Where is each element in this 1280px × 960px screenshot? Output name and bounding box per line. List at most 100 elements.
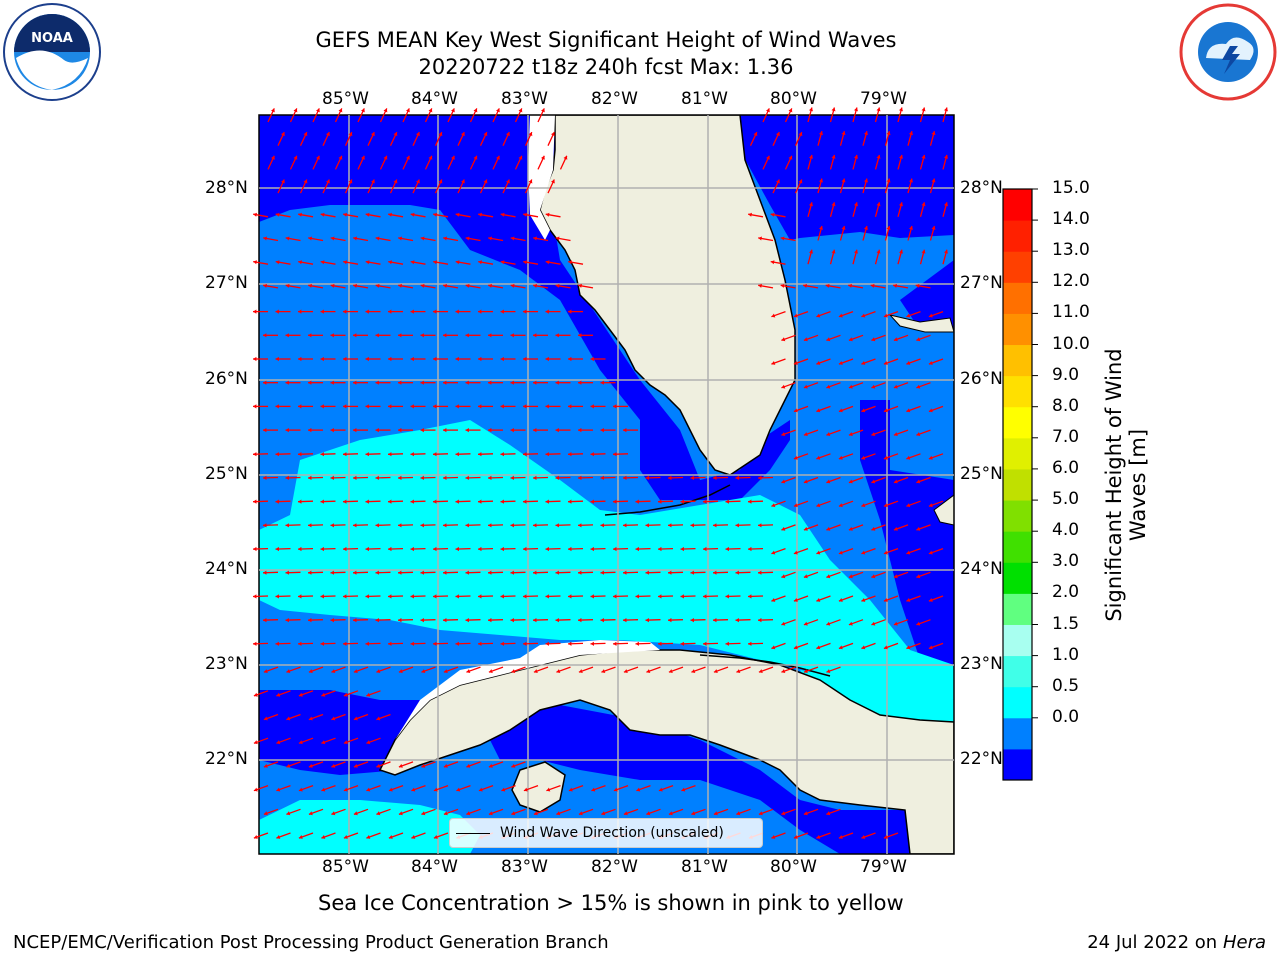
- wind-arrow-head: [899, 202, 903, 207]
- wind-arrow-head: [510, 570, 514, 575]
- wind-arrow-head: [568, 546, 572, 552]
- wind-arrow-head: [668, 475, 672, 480]
- wind-arrow-head: [523, 309, 527, 314]
- wind-arrow-head: [308, 523, 312, 528]
- wind-arrow-head: [725, 594, 729, 599]
- wind-arrow-head: [308, 811, 313, 816]
- wind-arrow-head: [366, 740, 371, 745]
- colorbar-tick-label: 2.0: [1052, 582, 1080, 603]
- wind-arrow-head: [758, 523, 762, 528]
- wind-arrow-head: [613, 787, 618, 792]
- wind-arrow-head: [383, 155, 388, 160]
- wind-arrow-head: [506, 179, 510, 184]
- wind-arrow-head: [253, 309, 257, 314]
- footer-credit: NCEP/EMC/Verification Post Processing Pr…: [13, 932, 609, 953]
- wind-arrow-head: [798, 179, 803, 184]
- wind-arrow-head: [443, 333, 447, 338]
- wind-arrow-head: [533, 236, 537, 241]
- wind-arrow-head: [848, 574, 853, 579]
- wind-arrow-head: [841, 178, 846, 183]
- wind-arrow-head: [658, 499, 662, 504]
- wind-arrow-head: [308, 380, 312, 385]
- wind-arrow-head: [478, 452, 482, 457]
- wind-arrow-head: [600, 618, 604, 623]
- wind-arrow-head: [928, 503, 933, 508]
- wind-arrow-head: [770, 260, 775, 265]
- wind-arrow-head: [421, 763, 426, 768]
- wind-arrow-head: [366, 787, 371, 792]
- wind-arrow-head: [263, 570, 267, 575]
- wind-arrow-head: [600, 570, 604, 575]
- coastal-mask-florida: [528, 115, 555, 240]
- wind-arrow-head: [388, 787, 393, 792]
- wind-arrow-head: [263, 763, 268, 768]
- wind-arrow-head: [816, 503, 821, 508]
- wind-arrow-head: [555, 236, 560, 241]
- wind-arrow-head: [690, 570, 694, 575]
- wind-arrow-head: [668, 570, 672, 575]
- wind-arrow-head: [753, 132, 758, 137]
- wind-arrow-head: [931, 226, 936, 230]
- wind-arrow-head: [518, 108, 523, 113]
- wind-arrow-head: [555, 570, 559, 575]
- wind-arrow-head: [298, 594, 302, 599]
- wind-arrow-head: [551, 179, 555, 184]
- wind-arrow-head: [488, 475, 492, 480]
- colorbar-tick-label: 9.0: [1052, 364, 1080, 385]
- wind-arrow-head: [819, 178, 823, 183]
- wind-arrow-head: [466, 811, 471, 816]
- wind-arrow-head: [883, 645, 888, 650]
- wind-arrow-head: [338, 108, 343, 113]
- wind-arrow-head: [500, 641, 504, 646]
- wind-arrow-head: [398, 570, 402, 575]
- wind-arrow-head: [353, 475, 357, 480]
- wind-arrow-head: [578, 618, 582, 623]
- wind-arrow-head: [590, 499, 594, 504]
- wind-arrow-head: [623, 669, 628, 673]
- wind-arrow-head: [601, 669, 606, 673]
- wind-arrow-head: [578, 475, 582, 480]
- wind-arrow-head: [533, 283, 537, 288]
- wind-arrow-head: [893, 526, 898, 531]
- wind-arrow-head: [658, 594, 662, 599]
- wind-arrow-head: [500, 594, 504, 599]
- wind-arrow-head: [308, 763, 313, 768]
- wind-arrow-head: [871, 337, 876, 342]
- wind-arrow-head: [410, 452, 414, 457]
- wind-arrow-head: [838, 408, 843, 413]
- wind-wave-arrows: [252, 107, 948, 839]
- wind-arrow-head: [613, 641, 617, 646]
- wind-arrow-head: [376, 763, 381, 768]
- colorbar-tick-label: 0.5: [1052, 675, 1080, 696]
- wind-arrow-head: [893, 432, 898, 436]
- wind-arrow-head: [276, 787, 281, 792]
- wind-arrow-head: [533, 475, 537, 480]
- wind-arrow-head: [871, 621, 876, 626]
- wind-arrow-head: [758, 475, 762, 480]
- wind-arrow-head: [680, 594, 684, 599]
- wind-arrow-head: [826, 669, 831, 673]
- wind-arrow-head: [545, 356, 549, 362]
- wind-arrow-head: [275, 452, 279, 457]
- wind-arrow-head: [623, 570, 627, 575]
- wind-arrow-head: [893, 283, 897, 288]
- wind-arrow-head: [781, 526, 786, 531]
- wind-arrow-head: [809, 154, 813, 159]
- wind-arrow-head: [523, 546, 527, 552]
- wind-arrow-head: [500, 309, 504, 314]
- wind-arrow-head: [854, 202, 858, 207]
- wind-arrow-head: [545, 546, 549, 552]
- colorbar-swatch: [1003, 282, 1032, 314]
- wind-arrow-head: [590, 546, 594, 552]
- wind-arrow-head: [321, 835, 326, 839]
- wind-arrow-head: [253, 546, 257, 552]
- lon-label-top: 84°W: [411, 89, 458, 109]
- wind-arrow-head: [500, 356, 504, 362]
- lon-label-top: 83°W: [501, 89, 548, 109]
- wind-arrow-head: [613, 594, 617, 599]
- wind-arrow-head: [921, 202, 926, 207]
- wind-arrow-head: [428, 108, 433, 113]
- wind-arrow-head: [861, 361, 866, 365]
- lon-label-top: 80°W: [770, 89, 817, 109]
- wind-arrow-head: [321, 740, 326, 745]
